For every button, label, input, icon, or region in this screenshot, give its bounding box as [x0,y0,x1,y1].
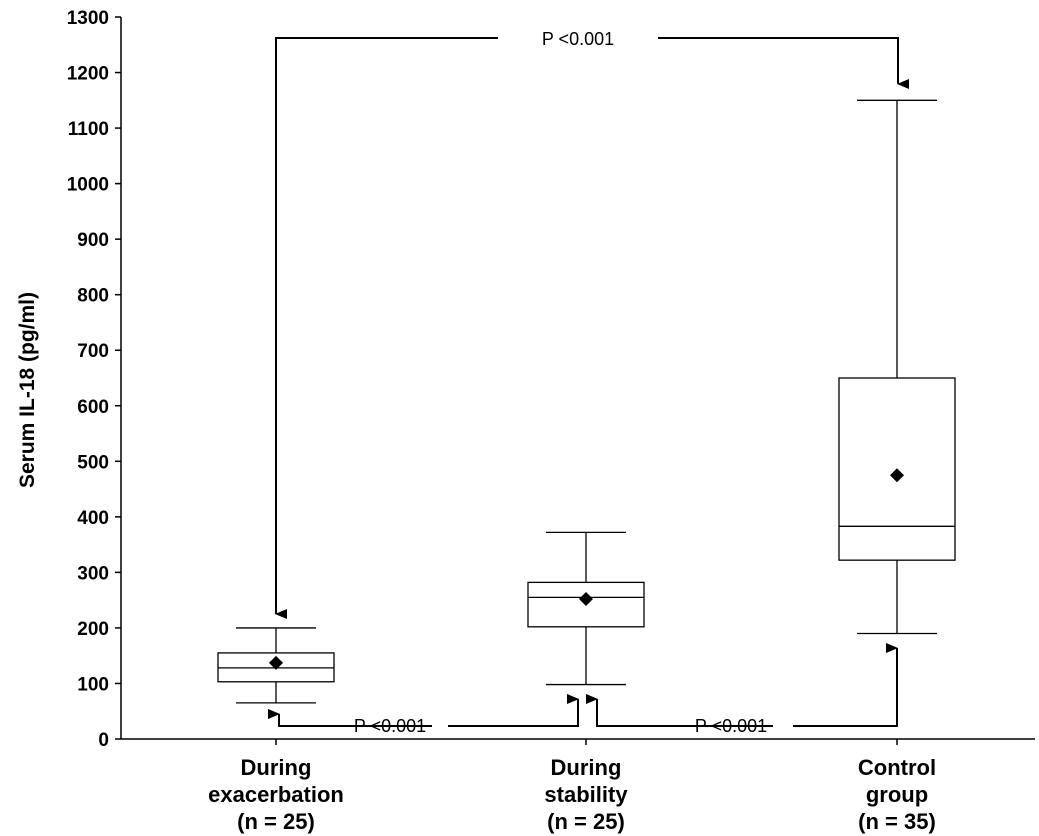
box-group [217,627,335,704]
y-tick-label: 1200 [67,64,109,85]
category-label: During [551,755,622,780]
bottom-bracket-2-right [793,643,898,727]
category-label: Control [858,755,936,780]
y-tick-label: 1000 [67,175,109,196]
y-tick-label: 1100 [68,119,109,140]
top-bracket-right [658,37,909,89]
y-tick-label: 900 [77,230,109,251]
significance-annotations: P <0.001 P <0.001 P <0.001 [268,29,909,736]
y-axis-label: Serum IL-18 (pg/ml) [16,292,39,488]
y-tick-label: 600 [77,397,109,418]
bottom-bracket-2-left [586,694,773,727]
y-tick-label: 1300 [67,8,109,29]
category-label: group [866,782,928,807]
p-value-label: P <0.001 [354,716,426,736]
mean-marker [579,592,593,607]
y-tick-label: 300 [77,563,109,584]
y-tick-label: 0 [98,730,109,751]
y-tick-label: 200 [77,619,109,640]
y-tick-label: 700 [77,341,109,362]
bottom-bracket-1-left [268,709,432,727]
y-tick-label: 800 [77,286,109,307]
boxes [217,99,956,704]
p-value-label: P <0.001 [695,716,767,736]
category-label: During [241,755,312,780]
box-group [838,99,956,635]
category-label: (n = 25) [237,809,315,834]
y-tick-label: 400 [77,508,109,529]
category-label: stability [544,782,628,807]
box-group [527,531,645,686]
category-label: (n = 25) [547,809,625,834]
bottom-bracket-1-right [448,694,579,727]
top-bracket-left [275,37,498,619]
category-label: (n = 35) [858,809,936,834]
y-tick-label: 500 [77,452,109,473]
mean-marker [890,468,904,483]
p-value-label: P <0.001 [542,29,614,49]
y-tick-label: 100 [77,674,109,695]
category-label: exacerbation [208,782,344,807]
axes: 0 100 200 300 400 500 600 700 800 900 1000 1100 1200… [16,8,1035,834]
mean-marker [269,655,283,670]
